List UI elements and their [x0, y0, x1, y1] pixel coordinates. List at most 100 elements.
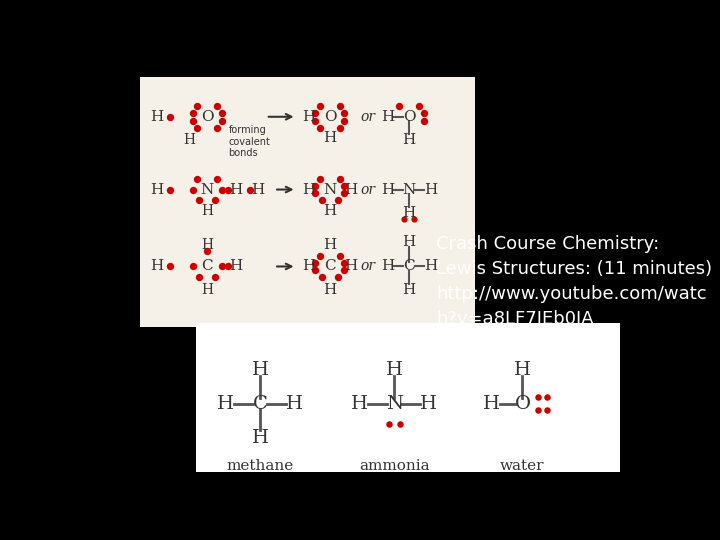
Point: [212, 102, 223, 110]
Point: [408, 214, 420, 223]
Text: H: H: [351, 395, 368, 413]
Text: H: H: [402, 133, 416, 147]
Text: N: N: [201, 183, 214, 197]
Text: H: H: [424, 259, 437, 273]
Text: H: H: [402, 283, 416, 297]
Point: [216, 262, 228, 271]
Text: H: H: [402, 206, 416, 220]
Text: or: or: [361, 183, 375, 197]
Text: H: H: [344, 183, 358, 197]
Point: [210, 273, 221, 281]
Point: [398, 214, 410, 223]
Point: [418, 116, 429, 125]
Point: [334, 251, 346, 260]
Text: H: H: [323, 283, 336, 297]
Text: H: H: [402, 234, 416, 248]
Text: http://www.youtube.com/watc
h?v=a8LF7JEb0IA: http://www.youtube.com/watc h?v=a8LF7JEb…: [436, 285, 706, 328]
Text: C: C: [253, 395, 268, 413]
Text: C: C: [403, 259, 415, 273]
Point: [383, 420, 395, 429]
Text: H: H: [217, 395, 234, 413]
Point: [194, 196, 205, 205]
Text: H: H: [150, 183, 163, 197]
Point: [187, 262, 199, 271]
Point: [164, 112, 176, 121]
Point: [314, 123, 325, 132]
Point: [244, 185, 256, 194]
Point: [532, 406, 544, 415]
Text: H: H: [302, 110, 315, 124]
Text: water: water: [500, 460, 545, 474]
Point: [202, 246, 213, 255]
Point: [310, 116, 321, 125]
Point: [332, 273, 343, 281]
Point: [187, 109, 199, 117]
Point: [393, 102, 405, 110]
Point: [332, 196, 343, 205]
Point: [310, 181, 321, 190]
Point: [541, 406, 553, 415]
Point: [187, 185, 199, 194]
Point: [338, 266, 350, 274]
Point: [316, 196, 328, 205]
Point: [532, 393, 544, 401]
Point: [338, 116, 350, 125]
Point: [216, 109, 228, 117]
Point: [334, 102, 346, 110]
Text: H: H: [230, 183, 243, 197]
Point: [316, 273, 328, 281]
Text: H: H: [382, 259, 395, 273]
Point: [394, 420, 405, 429]
Point: [210, 196, 221, 205]
Point: [310, 266, 321, 274]
Point: [194, 273, 205, 281]
Text: H: H: [386, 361, 402, 379]
Point: [314, 102, 325, 110]
Point: [212, 123, 223, 132]
Point: [338, 259, 350, 267]
FancyBboxPatch shape: [140, 77, 475, 327]
Text: O: O: [323, 110, 336, 124]
Text: N: N: [402, 183, 416, 197]
Text: O: O: [201, 110, 214, 124]
Point: [222, 262, 234, 271]
Text: N: N: [323, 183, 336, 197]
Point: [418, 109, 429, 117]
Text: O: O: [403, 110, 415, 124]
Text: N: N: [386, 395, 402, 413]
Text: C: C: [324, 259, 336, 273]
Text: H: H: [323, 204, 336, 218]
Point: [192, 123, 203, 132]
Point: [222, 185, 234, 194]
Point: [314, 251, 325, 260]
Text: H: H: [184, 133, 195, 147]
Point: [216, 185, 228, 194]
FancyBboxPatch shape: [196, 322, 620, 472]
Text: O: O: [514, 395, 531, 413]
Text: H: H: [150, 110, 163, 124]
Text: H: H: [323, 131, 336, 145]
Text: H: H: [252, 429, 269, 447]
Text: H: H: [201, 283, 213, 297]
Text: H: H: [424, 183, 437, 197]
Text: H: H: [344, 259, 358, 273]
Point: [164, 262, 176, 271]
Point: [310, 189, 321, 198]
Point: [413, 102, 425, 110]
Text: H: H: [302, 183, 315, 197]
Text: or: or: [361, 110, 375, 124]
Text: C: C: [202, 259, 213, 273]
Text: ammonia: ammonia: [359, 460, 429, 474]
Text: H: H: [251, 183, 264, 197]
Text: H: H: [302, 259, 315, 273]
Text: H: H: [230, 259, 243, 273]
Point: [216, 116, 228, 125]
Text: H: H: [483, 395, 500, 413]
Text: H: H: [252, 361, 269, 379]
Point: [164, 185, 176, 194]
Point: [187, 116, 199, 125]
Point: [314, 174, 325, 183]
Point: [334, 174, 346, 183]
Point: [310, 259, 321, 267]
Text: H: H: [382, 183, 395, 197]
